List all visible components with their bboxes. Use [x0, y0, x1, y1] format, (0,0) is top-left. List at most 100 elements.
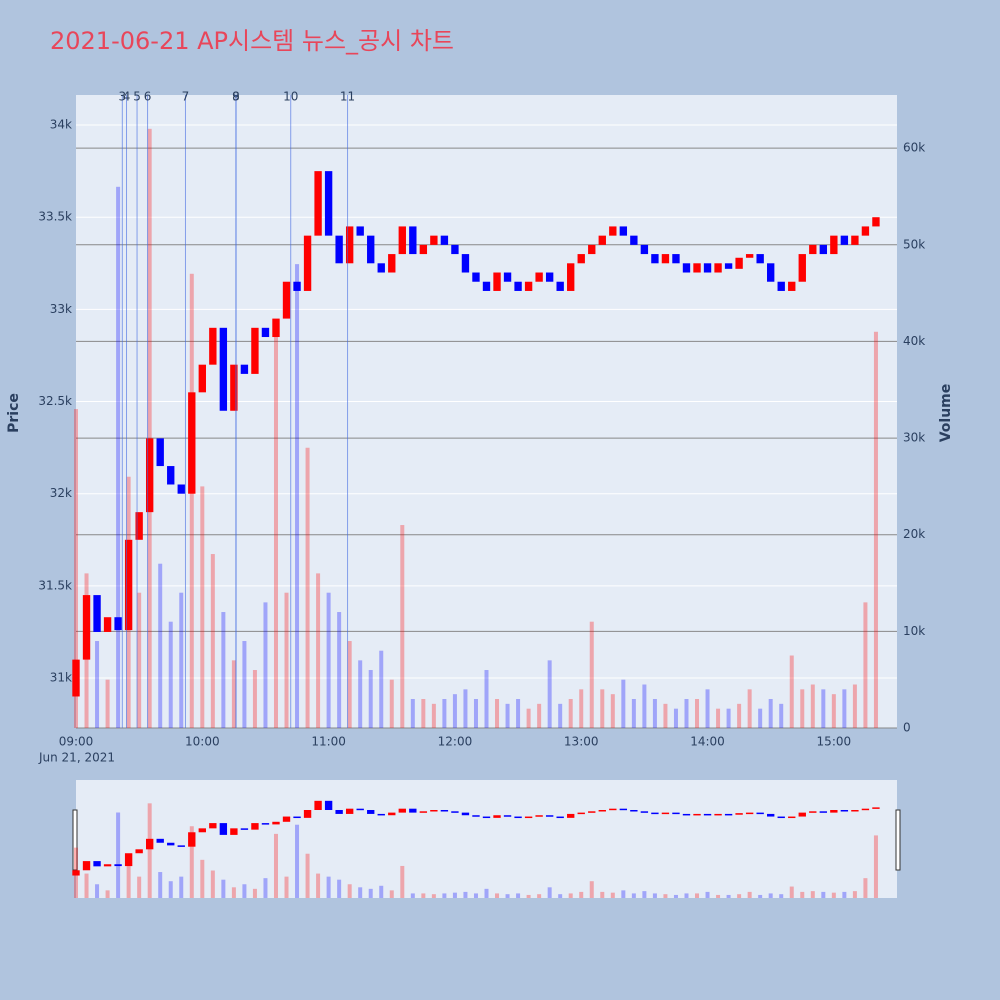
- slider-handle[interactable]: [72, 809, 78, 871]
- slider-volume-bar: [452, 892, 457, 898]
- slider-candle: [324, 800, 333, 810]
- volume-bar: [473, 699, 478, 728]
- volume-bar: [821, 689, 826, 728]
- volume-bar: [737, 703, 742, 728]
- slider-candle: [303, 809, 312, 818]
- slider-candle: [514, 816, 522, 819]
- slider-candle: [672, 812, 680, 815]
- slider-volume-bar: [547, 887, 552, 898]
- slider-volume-bar: [537, 894, 542, 898]
- slider-volume-bar: [442, 893, 447, 898]
- candle: [609, 226, 617, 236]
- volume-bar: [842, 689, 847, 728]
- slider-candle: [756, 812, 764, 815]
- volume-bar: [547, 660, 552, 728]
- volume-bar: [410, 699, 415, 728]
- slider-volume-bar: [673, 894, 678, 898]
- volume-bar: [389, 679, 394, 728]
- range-slider[interactable]: [76, 780, 897, 898]
- volume-bar: [695, 699, 700, 728]
- slider-candle: [377, 813, 385, 816]
- candle: [514, 281, 522, 291]
- slider-volume-bar: [147, 803, 152, 898]
- volume-bar: [147, 128, 152, 728]
- slider-candle: [145, 838, 154, 850]
- slider-volume-bar: [695, 893, 700, 898]
- slider-candle: [251, 823, 259, 830]
- slider-volume-bar: [379, 885, 384, 898]
- slider-volume-bar: [179, 876, 184, 898]
- y-tick-label: 34k: [50, 118, 72, 132]
- slider-volume-bar: [484, 888, 489, 898]
- candle: [314, 171, 322, 236]
- slider-candle: [872, 807, 880, 809]
- volume-bar: [252, 670, 257, 728]
- volume-bar: [863, 602, 868, 728]
- volume-bar: [831, 694, 836, 728]
- slider-candle: [693, 813, 701, 816]
- candle: [598, 235, 606, 245]
- slider-volume-bar: [252, 888, 257, 898]
- candle: [545, 272, 554, 282]
- slider-volume-bar: [789, 886, 794, 898]
- y2-tick-label: 20k: [903, 527, 925, 541]
- slider-candle: [335, 809, 343, 814]
- y2-tick-label: 30k: [903, 431, 925, 445]
- volume-bar: [431, 703, 436, 728]
- slider-volume-bar: [337, 879, 342, 898]
- slider-volume-bar: [410, 893, 415, 898]
- slider-candle: [851, 809, 859, 812]
- y-tick-label: 33k: [50, 302, 72, 316]
- slider-candle: [209, 823, 217, 829]
- candle: [177, 484, 185, 494]
- candle: [451, 244, 459, 255]
- candle: [272, 318, 280, 338]
- slider-candle: [82, 861, 91, 871]
- slider-candle: [493, 815, 501, 818]
- slider-volume-bar: [642, 891, 647, 898]
- news-label: 7: [182, 90, 190, 104]
- volume-bar: [716, 708, 721, 728]
- candle: [103, 617, 112, 632]
- candle: [809, 244, 817, 255]
- slider-volume-bar: [431, 894, 436, 898]
- slider-volume-bar: [705, 891, 710, 898]
- candle: [261, 327, 270, 338]
- volume-bar: [379, 650, 384, 728]
- slider-candle: [440, 809, 449, 812]
- slider-volume-bar: [168, 881, 173, 898]
- slider-candle: [124, 853, 133, 867]
- news-label: 5: [133, 90, 141, 104]
- slider-handle[interactable]: [895, 809, 901, 871]
- slider-volume-bar: [347, 884, 352, 898]
- x-tick-label: 13:00: [564, 735, 599, 749]
- slider-volume-bar: [821, 891, 826, 898]
- candle: [745, 254, 754, 258]
- y-axis-title: Price: [6, 393, 22, 433]
- y2-tick-label: 60k: [903, 141, 925, 155]
- candle: [524, 281, 533, 291]
- candle: [788, 281, 796, 291]
- x-tick-label: 09:00: [59, 735, 94, 749]
- candle: [167, 466, 175, 485]
- slider-candle: [524, 816, 533, 819]
- slider-candle: [388, 812, 396, 816]
- slider-volume-bar: [758, 894, 763, 898]
- slider-candle: [472, 815, 480, 817]
- volume-bar: [589, 621, 594, 728]
- slider-candle: [630, 809, 638, 812]
- news-label: 3: [118, 90, 126, 104]
- slider-volume-bar: [295, 824, 300, 898]
- candle: [767, 263, 775, 282]
- chart-title: 2021-06-21 AP시스템 뉴스_공시 차트: [50, 27, 454, 55]
- slider-volume-bar: [852, 891, 857, 898]
- volume-bar: [505, 703, 510, 728]
- candle: [324, 171, 333, 236]
- slider-candle: [545, 815, 554, 817]
- slider-volume-bar: [631, 893, 636, 898]
- slider-candle: [682, 813, 691, 816]
- candle: [482, 281, 491, 291]
- volume-bar: [179, 592, 184, 728]
- candle: [345, 226, 354, 264]
- volume-bar: [168, 621, 173, 728]
